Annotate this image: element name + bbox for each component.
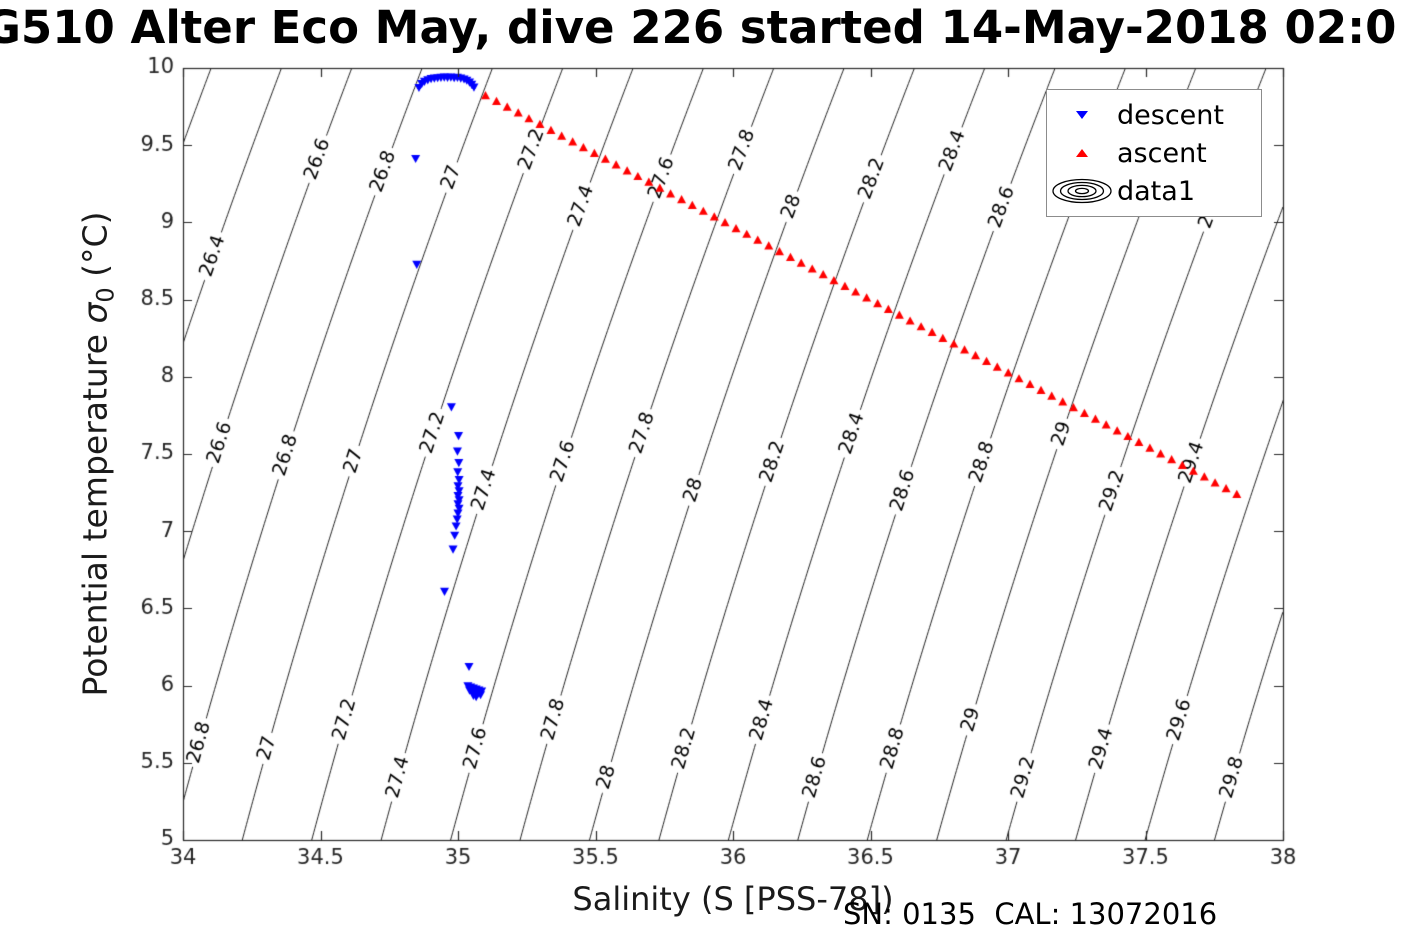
contour-rings-icon xyxy=(1052,178,1112,204)
legend-icon-cell xyxy=(1047,111,1117,119)
y-axis-label-unit: (°C) xyxy=(75,211,115,288)
legend-item-data1[interactable]: data1 xyxy=(1047,172,1261,210)
legend-item-ascent[interactable]: ascent xyxy=(1047,134,1261,172)
legend-label: data1 xyxy=(1117,175,1195,207)
sensor-serial-cal-text: SN: 0135 CAL: 13072016 xyxy=(843,897,1218,931)
figure-title: G510 Alter Eco May, dive 226 started 14-… xyxy=(0,1,1397,54)
legend: descent ascent data1 xyxy=(1046,89,1262,217)
x-axis-label: Salinity (S [PSS-78]) xyxy=(572,880,894,918)
sigma-symbol: σ xyxy=(75,302,115,324)
legend-label: ascent xyxy=(1117,137,1207,169)
sigma-subscript: 0 xyxy=(91,287,120,303)
y-axis-label-main: Potential temperature xyxy=(75,323,115,697)
y-axis-label: Potential temperature σ0 (°C) xyxy=(75,211,120,697)
legend-label: descent xyxy=(1117,99,1224,131)
triangle-up-icon xyxy=(1076,149,1088,157)
legend-icon-cell xyxy=(1047,149,1117,157)
triangle-down-icon xyxy=(1076,111,1088,119)
legend-icon-cell xyxy=(1047,177,1117,205)
legend-item-descent[interactable]: descent xyxy=(1047,96,1261,134)
